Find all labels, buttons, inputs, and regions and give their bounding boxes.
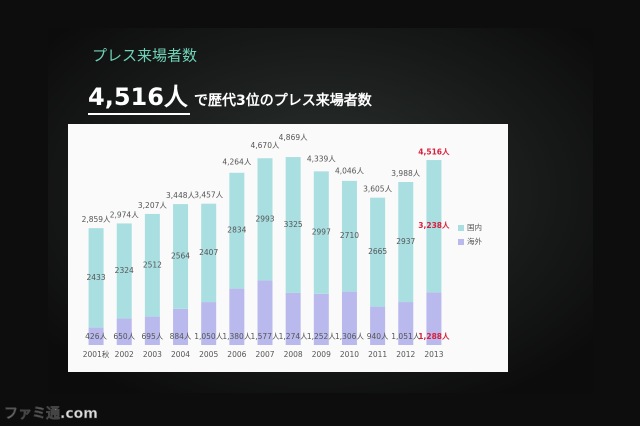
bar-segment — [257, 280, 273, 345]
x-tick-label: 2011 — [368, 350, 387, 359]
bar-segment — [116, 318, 132, 345]
headline-text: で歴代3位のプレス来場者数 — [194, 92, 373, 109]
bar-segment — [285, 292, 301, 345]
bar-segment — [229, 172, 245, 289]
x-tick-label: 2007 — [255, 350, 274, 359]
x-tick-label: 2012 — [396, 350, 415, 359]
bar-segment — [370, 197, 386, 307]
bar-segment — [88, 327, 104, 345]
bar-segment — [313, 293, 329, 345]
bar-segment — [229, 288, 245, 345]
bar-segment — [173, 308, 189, 345]
x-tick-label: 2002 — [115, 350, 134, 359]
value-label: 1,050人 — [194, 332, 223, 341]
total-label: 4,046人 — [335, 167, 364, 176]
bar-segment — [426, 160, 442, 293]
x-tick-label: 2005 — [199, 350, 218, 359]
value-label: 1,274人 — [279, 332, 308, 341]
value-label: 695人 — [141, 332, 163, 341]
total-label: 3,448人 — [166, 191, 195, 200]
legend-swatch — [458, 239, 464, 245]
value-label: 2564 — [171, 251, 190, 260]
legend-label: 海外 — [467, 236, 482, 246]
bar-segment — [173, 204, 189, 309]
x-tick-label: 2001秋 — [83, 349, 110, 359]
x-tick-label: 2009 — [312, 350, 331, 359]
value-label: 2407 — [199, 248, 218, 257]
x-tick-label: 2006 — [227, 350, 246, 359]
bar-segment — [398, 302, 414, 345]
bar-segment — [201, 203, 217, 303]
total-label: 3,457人 — [194, 191, 223, 200]
legend-label: 国内 — [467, 222, 482, 232]
value-label: 3,238人 — [418, 221, 450, 230]
watermark: ファミ通.com — [4, 406, 98, 422]
x-tick-label: 2003 — [143, 350, 162, 359]
bar-segment — [144, 213, 160, 317]
total-label: 4,869人 — [279, 133, 308, 142]
legend-swatch — [458, 225, 464, 231]
value-label: 3325 — [284, 220, 303, 229]
value-label: 2665 — [368, 247, 387, 256]
value-label: 2512 — [143, 260, 162, 269]
bar-segment — [341, 291, 357, 345]
bar-segment — [426, 292, 442, 345]
bar-segment — [116, 223, 132, 319]
total-label: 4,339人 — [307, 155, 336, 164]
value-label: 884人 — [170, 332, 192, 341]
total-label: 4,264人 — [222, 158, 251, 167]
value-label: 1,252人 — [307, 332, 336, 341]
value-label: 2997 — [312, 228, 331, 237]
value-label: 2433 — [87, 273, 106, 282]
value-label: 1,577人 — [251, 332, 280, 341]
value-label: 650人 — [113, 332, 135, 341]
bar-segment — [341, 180, 357, 292]
total-label: 2,974人 — [110, 210, 139, 219]
total-label: 3,207人 — [138, 201, 167, 210]
value-label: 426人 — [85, 332, 107, 341]
value-label: 2324 — [115, 266, 134, 275]
total-label: 4,670人 — [251, 141, 280, 150]
value-label: 2834 — [227, 226, 246, 235]
bar-segment — [201, 302, 217, 345]
x-tick-label: 2010 — [340, 350, 359, 359]
bar-segment — [370, 306, 386, 345]
x-tick-label: 2008 — [284, 350, 303, 359]
value-label: 1,051人 — [391, 332, 420, 341]
value-label: 2937 — [396, 237, 415, 246]
total-label: 3,605人 — [363, 185, 392, 194]
bar-segment — [285, 157, 301, 293]
total-label: 4,516人 — [418, 147, 450, 156]
value-label: 1,380人 — [222, 332, 251, 341]
bar-segment — [257, 158, 273, 281]
value-label: 1,306人 — [335, 332, 364, 341]
bar-segment — [88, 228, 104, 328]
bar-segment — [313, 171, 329, 294]
value-label: 940人 — [367, 332, 389, 341]
headline-number: 4,516人 — [88, 83, 188, 111]
value-label: 2710 — [340, 231, 359, 240]
total-label: 3,988人 — [391, 169, 420, 178]
total-label: 2,859人 — [82, 215, 111, 224]
bar-segment — [144, 316, 160, 345]
bar-segment — [398, 182, 414, 303]
slide-title: プレス来場者数 — [92, 47, 197, 65]
x-tick-label: 2013 — [424, 350, 443, 359]
x-tick-label: 2004 — [171, 350, 190, 359]
value-label: 1,288人 — [418, 332, 450, 341]
value-label: 2993 — [255, 214, 274, 223]
